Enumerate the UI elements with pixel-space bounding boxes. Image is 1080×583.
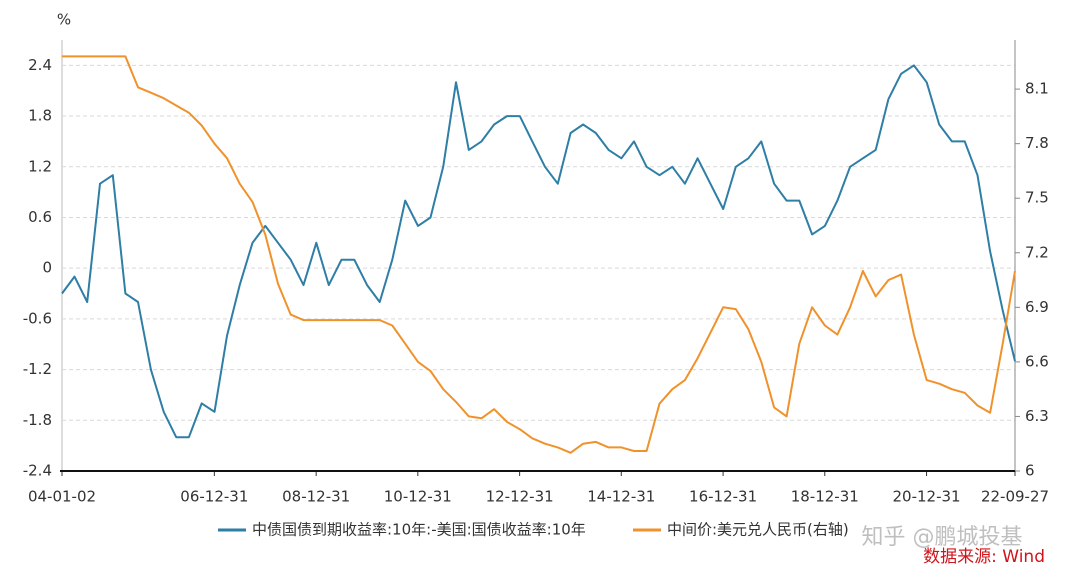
x-tick-label: 18-12-31 [791, 488, 859, 506]
y-tick-label: -2.4 [23, 462, 52, 480]
x-tick-label: 14-12-31 [587, 488, 655, 506]
x-tick-label: 10-12-31 [384, 488, 452, 506]
series-line [62, 55, 1016, 454]
y2-tick-label: 7.2 [1025, 243, 1049, 261]
y-tick-label: -1.2 [23, 360, 52, 378]
y2-tick-label: 6 [1025, 462, 1035, 480]
legend-label: 中间价:美元兑人民币(右轴) [667, 521, 849, 539]
series-line [61, 64, 1016, 439]
x-tick-label: 08-12-31 [282, 488, 350, 506]
y-tick-label: 1.8 [28, 107, 52, 125]
watermark: 知乎 @鹏城投基 [862, 525, 1023, 550]
source: 数据来源: Wind [923, 547, 1045, 567]
y2-tick-label: 8.1 [1025, 80, 1049, 98]
y2-tick-label: 6.6 [1025, 352, 1049, 370]
y-tick-label: 1.2 [28, 157, 52, 175]
x-tick-label: 20-12-31 [893, 488, 961, 506]
x-tick-label: 22-09-27 [981, 488, 1049, 506]
y-tick-label: 0 [42, 259, 52, 277]
y2-tick-label: 6.3 [1025, 407, 1049, 425]
y2-tick-label: 7.8 [1025, 134, 1049, 152]
y-unit-label: % [57, 11, 71, 29]
x-tick-label: 04-01-02 [28, 488, 96, 506]
x-tick-label: 12-12-31 [486, 488, 554, 506]
x-tick-label: 06-12-31 [180, 488, 248, 506]
y-tick-label: 0.6 [28, 208, 52, 226]
y2-tick-label: 6.9 [1025, 298, 1049, 316]
y-tick-label: 2.4 [28, 56, 52, 74]
y-tick-label: -0.6 [23, 309, 52, 327]
x-tick-label: 16-12-31 [689, 488, 757, 506]
y2-tick-label: 7.5 [1025, 189, 1049, 207]
legend-label: 中债国债到期收益率:10年:-美国:国债收益率:10年 [252, 521, 586, 539]
y-tick-label: -1.8 [23, 411, 52, 429]
